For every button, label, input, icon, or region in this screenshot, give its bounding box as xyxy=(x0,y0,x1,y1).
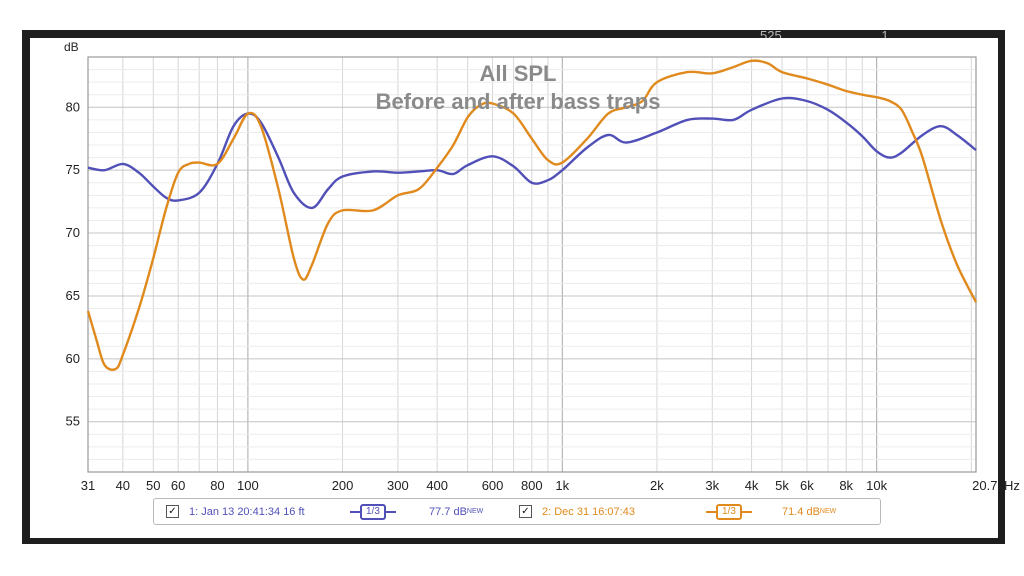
legend: ✓ 1: Jan 13 20:41:34 16 ft 1/3 77.7 dB NE… xyxy=(153,498,881,525)
x-tick-label: 200 xyxy=(332,478,354,493)
legend-item-1[interactable]: ✓ 1: Jan 13 20:41:34 16 ft xyxy=(166,499,305,524)
series-1-new-badge: NEW xyxy=(466,508,484,515)
y-tick-label: 65 xyxy=(66,288,80,303)
x-tick-label: 2k xyxy=(650,478,664,493)
series-2-smoothing[interactable]: 1/3 xyxy=(706,499,752,524)
series-1-smoothing[interactable]: 1/3 xyxy=(350,499,396,524)
x-tick-label: 4k xyxy=(745,478,759,493)
series-1-level: 77.7 dB NEW xyxy=(429,499,483,524)
y-tick-label: 60 xyxy=(66,351,80,366)
series-2-label: 2: Dec 31 16:07:43 xyxy=(542,505,635,518)
y-tick-label: 75 xyxy=(66,162,80,177)
y-tick-labels: 55 60 65 70 75 80 xyxy=(66,99,80,428)
y-tick-label: 55 xyxy=(66,414,80,429)
series-2-new-badge: NEW xyxy=(819,508,837,515)
x-tick-label: 10k xyxy=(866,478,887,493)
x-tick-label: 40 xyxy=(116,478,130,493)
series-2-checkbox[interactable]: ✓ xyxy=(519,505,532,518)
x-tick-label: 6k xyxy=(800,478,814,493)
y-tick-label: 70 xyxy=(66,225,80,240)
series-lines xyxy=(86,59,978,371)
x-tick-label: 300 xyxy=(387,478,409,493)
series-1-level-value: 77.7 dB xyxy=(429,505,467,518)
x-tick-label: 3k xyxy=(705,478,719,493)
replies-count: 1 xyxy=(881,28,889,43)
series-1-label: 1: Jan 13 20:41:34 16 ft xyxy=(189,505,305,518)
smoothing-badge-2[interactable]: 1/3 xyxy=(716,503,742,520)
series-1-line xyxy=(87,96,977,210)
x-tick-label: 600 xyxy=(482,478,504,493)
x-tick-label: 5k xyxy=(775,478,789,493)
x-tick-label: 50 xyxy=(146,478,160,493)
series-2-level: 71.4 dB NEW xyxy=(782,499,836,524)
x-tick-label: 60 xyxy=(171,478,185,493)
series-2-level-value: 71.4 dB xyxy=(782,505,820,518)
smoothing-badge-1[interactable]: 1/3 xyxy=(360,503,386,520)
x-tick-label: 20.7kHz xyxy=(972,478,1020,493)
x-tick-label: 8k xyxy=(839,478,853,493)
chart-title: All SPL xyxy=(479,61,556,86)
legend-item-2[interactable]: ✓ 2: Dec 31 16:07:43 xyxy=(519,499,635,524)
chart-subtitle: Before and after bass traps xyxy=(376,89,661,114)
x-tick-label: 100 xyxy=(237,478,259,493)
x-tick-label: 400 xyxy=(426,478,448,493)
plot-area xyxy=(87,56,977,473)
series-1-checkbox[interactable]: ✓ xyxy=(166,505,179,518)
y-axis-unit: dB xyxy=(64,40,79,54)
x-tick-label: 31 xyxy=(81,478,95,493)
x-tick-label: 80 xyxy=(210,478,224,493)
x-tick-labels: 31 40 50 60 80 100 200 300 400 600 800 1k 2k 3k 4k 5k 6k… xyxy=(81,478,1020,493)
series-2-line xyxy=(86,59,978,371)
x-tick-label: 800 xyxy=(521,478,543,493)
plot-border xyxy=(87,56,977,473)
y-tick-label: 80 xyxy=(66,99,80,114)
x-tick-label: 1k xyxy=(555,478,569,493)
